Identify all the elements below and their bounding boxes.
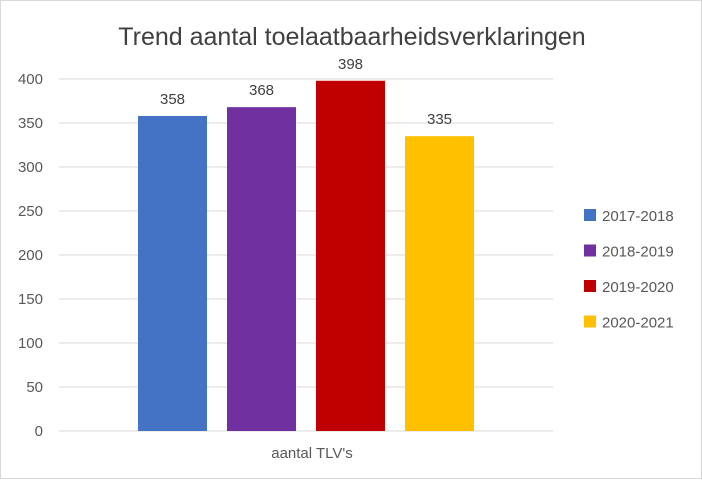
bar-2018-2019 <box>227 107 296 431</box>
y-tick-label: 200 <box>18 247 43 264</box>
y-tick-label: 150 <box>18 291 43 308</box>
data-label-2018-2019: 368 <box>249 82 274 99</box>
legend-label-2019-2020: 2019-2020 <box>602 279 674 296</box>
y-tick-label: 50 <box>26 379 43 396</box>
legend-label-2018-2019: 2018-2019 <box>602 244 674 261</box>
bar-2017-2018 <box>138 115 207 432</box>
legend: 2017-2018 2018-2019 2019-2020 2020-2021 <box>584 208 674 332</box>
bar-2019-2020 <box>316 80 385 431</box>
legend-swatch-2017-2018 <box>584 209 596 221</box>
chart-title: Trend aantal toelaatbaarheidsverklaringe… <box>118 23 585 51</box>
gridlines <box>59 78 553 432</box>
y-axis: 0 50 100 150 200 250 300 350 400 <box>18 71 43 440</box>
y-tick-label: 300 <box>18 159 43 176</box>
data-label-2020-2021: 335 <box>427 111 452 128</box>
bar-2020-2021 <box>405 136 474 431</box>
y-tick-label: 350 <box>18 115 43 132</box>
data-labels: 358 368 398 335 <box>160 56 452 128</box>
bars <box>138 80 474 432</box>
y-tick-label: 400 <box>18 71 43 88</box>
legend-label-2020-2021: 2020-2021 <box>602 315 674 332</box>
x-category-label: aantal TLV's <box>271 445 353 462</box>
legend-swatch-2019-2020 <box>584 280 596 292</box>
legend-swatch-2018-2019 <box>584 244 596 257</box>
y-tick-label: 250 <box>18 203 43 220</box>
y-tick-label: 100 <box>18 335 43 352</box>
data-label-2019-2020: 398 <box>338 56 363 73</box>
y-tick-label: 0 <box>35 423 43 440</box>
data-label-2017-2018: 358 <box>160 91 185 108</box>
legend-swatch-2020-2021 <box>584 315 596 328</box>
legend-label-2017-2018: 2017-2018 <box>602 208 674 225</box>
